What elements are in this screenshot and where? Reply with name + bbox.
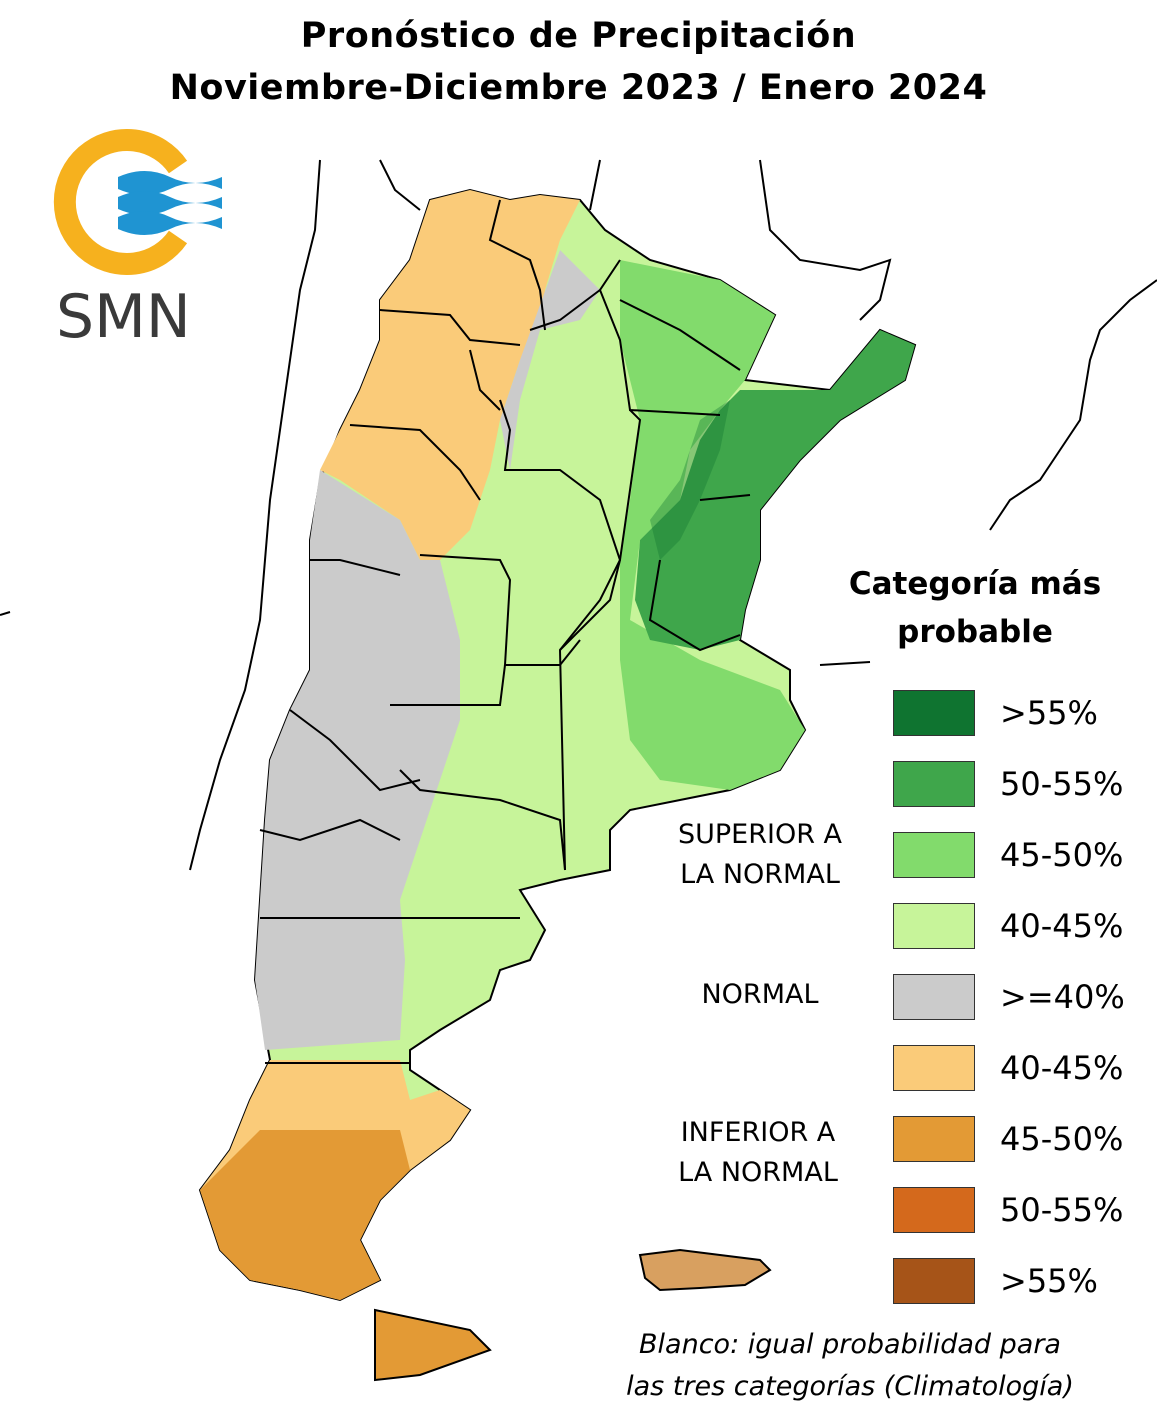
- legend-title: Categoría más probable: [820, 560, 1130, 656]
- legend-swatch: [893, 1116, 975, 1162]
- forecast-patches: [200, 190, 915, 1382]
- footnote-line2: las tres categorías (Climatología): [626, 1371, 1074, 1402]
- legend-group-normal-line1: NORMAL: [701, 979, 819, 1010]
- legend-group-below-line1: INFERIOR A: [680, 1117, 836, 1148]
- legend-title-line2: probable: [897, 614, 1053, 650]
- legend-label: >=40%: [1000, 978, 1125, 1016]
- map-title-line2: Noviembre-Diciembre 2023 / Enero 2024: [169, 68, 988, 108]
- logo-text: SMN: [56, 282, 191, 352]
- legend-swatch: [893, 832, 975, 878]
- legend-label: 45-50%: [1000, 1120, 1124, 1158]
- neighbor-borders: [0, 159, 1157, 871]
- legend-group-above: SUPERIOR A LA NORMAL: [660, 815, 860, 895]
- province-borders: [259, 199, 751, 1064]
- legend-swatch: [893, 1258, 975, 1304]
- map-title-line1: Pronóstico de Precipitación: [300, 16, 857, 56]
- malvinas-islands: [638, 1248, 772, 1292]
- legend-swatch: [893, 761, 975, 807]
- smn-logo-icon: SMN: [53, 129, 222, 352]
- legend-label: 40-45%: [1000, 907, 1124, 945]
- legend-label: 50-55%: [1000, 1191, 1124, 1229]
- legend-swatch: [893, 1045, 975, 1091]
- legend-label: 45-50%: [1000, 836, 1124, 874]
- legend-group-normal: NORMAL: [660, 975, 860, 1015]
- legend-swatch: [893, 974, 975, 1020]
- legend-swatch: [893, 903, 975, 949]
- legend-group-below: INFERIOR A LA NORMAL: [658, 1113, 858, 1193]
- legend-label: 50-55%: [1000, 765, 1124, 803]
- legend-label: >55%: [1000, 1262, 1098, 1300]
- legend-swatch: [893, 1187, 975, 1233]
- legend-label: 40-45%: [1000, 1049, 1124, 1087]
- legend-group-below-line2: LA NORMAL: [678, 1157, 838, 1188]
- legend-group-above-line1: SUPERIOR A: [677, 819, 843, 850]
- legend-group-above-line2: LA NORMAL: [680, 859, 840, 890]
- legend-title-line1: Categoría más: [848, 566, 1102, 602]
- footnote-line1: Blanco: igual probabilidad para: [639, 1329, 1061, 1360]
- legend-swatch: [893, 690, 975, 736]
- legend-label: >55%: [1000, 694, 1098, 732]
